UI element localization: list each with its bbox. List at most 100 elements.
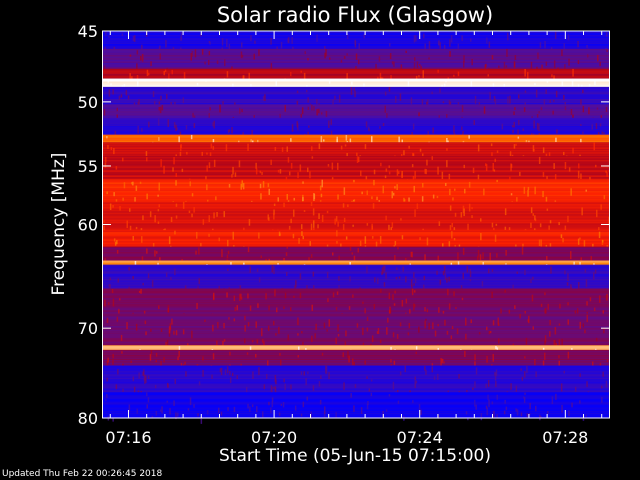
spectrogram-streak bbox=[446, 138, 448, 145]
spectrogram-streak bbox=[521, 376, 524, 381]
spectrogram-streak bbox=[471, 215, 473, 219]
spectrogram-streak bbox=[167, 382, 169, 388]
spectrogram-streak bbox=[122, 388, 124, 393]
spectrogram-streak bbox=[313, 220, 315, 228]
spectrogram-streak bbox=[205, 176, 207, 181]
spectrogram-streak bbox=[135, 185, 138, 191]
spectrogram-streak bbox=[530, 222, 532, 228]
spectrogram-streak bbox=[439, 42, 441, 49]
spectrogram-streak bbox=[377, 328, 380, 334]
spectrogram-streak bbox=[320, 375, 322, 379]
spectrogram-row bbox=[103, 346, 609, 348]
spectrogram-streak bbox=[257, 303, 259, 308]
spectrogram-streak bbox=[605, 380, 608, 388]
spectrogram-streak bbox=[451, 326, 454, 329]
spectrogram-streak bbox=[103, 109, 106, 116]
spectrogram-streak bbox=[295, 280, 297, 288]
spectrogram-row bbox=[103, 119, 609, 121]
spectrogram-streak bbox=[259, 170, 262, 174]
spectrogram-streak bbox=[175, 180, 177, 186]
spectrogram-row bbox=[103, 307, 609, 309]
spectrogram-streak bbox=[474, 361, 476, 368]
spectrogram-streak bbox=[531, 294, 534, 302]
spectrogram-streak bbox=[195, 250, 197, 255]
spectrogram-streak bbox=[453, 291, 455, 297]
spectrogram-streak bbox=[415, 35, 417, 42]
spectrogram-streak bbox=[202, 356, 204, 361]
spectrogram-streak bbox=[189, 397, 192, 406]
spectrogram-row bbox=[103, 387, 609, 389]
spectrogram-streak bbox=[150, 350, 153, 355]
spectrogram-streak bbox=[425, 169, 427, 175]
spectrogram-row bbox=[103, 406, 609, 408]
spectrogram-streak bbox=[388, 394, 391, 397]
spectrogram-streak bbox=[477, 174, 480, 181]
spectrogram-streak bbox=[275, 80, 277, 87]
spectrogram-row bbox=[103, 400, 609, 402]
spectrogram-streak bbox=[358, 43, 360, 51]
spectrogram-streak bbox=[307, 167, 309, 173]
spectrogram-streak bbox=[461, 105, 464, 112]
spectrogram-streak bbox=[247, 246, 250, 253]
spectrogram-streak bbox=[175, 215, 178, 219]
spectrogram-streak bbox=[555, 137, 557, 142]
spectrogram-streak bbox=[208, 60, 210, 65]
spectrogram-streak bbox=[589, 297, 592, 302]
spectrogram-streak bbox=[220, 411, 223, 416]
spectrogram-streak bbox=[517, 129, 519, 134]
spectrogram-streak bbox=[509, 176, 511, 181]
spectrogram-streak bbox=[118, 308, 120, 314]
spectrogram-streak bbox=[492, 411, 495, 418]
spectrogram-streak bbox=[383, 282, 386, 287]
spectrogram-streak bbox=[428, 41, 431, 49]
spectrogram-streak bbox=[603, 195, 606, 200]
spectrogram-streak bbox=[125, 90, 128, 96]
spectrogram-row bbox=[103, 408, 609, 410]
spectrogram-streak bbox=[601, 385, 603, 389]
spectrogram-row bbox=[103, 206, 609, 208]
spectrogram-streak bbox=[248, 72, 250, 80]
spectrogram-streak bbox=[116, 250, 119, 254]
spectrogram-streak bbox=[176, 127, 178, 130]
spectrogram-streak bbox=[461, 35, 463, 41]
spectrogram-row bbox=[103, 34, 609, 35]
spectrogram-streak bbox=[410, 97, 413, 105]
spectrogram-row bbox=[103, 51, 609, 53]
spectrogram-streak bbox=[273, 213, 275, 220]
spectrogram-streak bbox=[351, 252, 353, 255]
spectrogram-streak bbox=[486, 37, 488, 44]
spectrogram-streak bbox=[577, 40, 579, 48]
spectrogram-streak bbox=[343, 217, 346, 222]
spectrogram-streak bbox=[175, 173, 177, 177]
spectrogram-streak bbox=[525, 337, 528, 345]
spectrogram-streak bbox=[415, 346, 418, 350]
spectrogram-streak bbox=[310, 223, 313, 231]
spectrogram-row bbox=[103, 388, 609, 390]
spectrogram-streak bbox=[537, 52, 539, 59]
spectrogram-streak bbox=[287, 38, 289, 43]
spectrogram-streak bbox=[561, 404, 563, 413]
spectrogram-streak bbox=[286, 194, 288, 200]
spectrogram-streak bbox=[326, 271, 329, 279]
spectrogram-streak bbox=[363, 33, 365, 39]
spectrogram-streak bbox=[530, 207, 533, 214]
spectrogram-streak bbox=[296, 121, 298, 128]
spectrogram-streak bbox=[437, 166, 439, 175]
spectrogram-streak bbox=[399, 371, 402, 376]
spectrogram-streak bbox=[222, 340, 224, 348]
spectrogram-streak bbox=[310, 202, 313, 206]
spectrogram-streak bbox=[424, 254, 426, 261]
spectrogram-row bbox=[103, 126, 609, 128]
spectrogram-streak bbox=[553, 75, 555, 82]
spectrogram-streak bbox=[535, 89, 538, 98]
spectrogram-row bbox=[103, 353, 609, 355]
spectrogram-streak bbox=[338, 94, 341, 103]
spectrogram-row bbox=[103, 136, 609, 138]
spectrogram-row bbox=[103, 149, 609, 151]
spectrogram-streak bbox=[413, 303, 415, 311]
spectrogram-streak bbox=[132, 276, 134, 279]
spectrogram-streak bbox=[579, 373, 581, 377]
spectrogram-row bbox=[103, 376, 609, 378]
spectrogram-streak bbox=[113, 238, 116, 242]
spectrogram-streak bbox=[510, 163, 512, 172]
